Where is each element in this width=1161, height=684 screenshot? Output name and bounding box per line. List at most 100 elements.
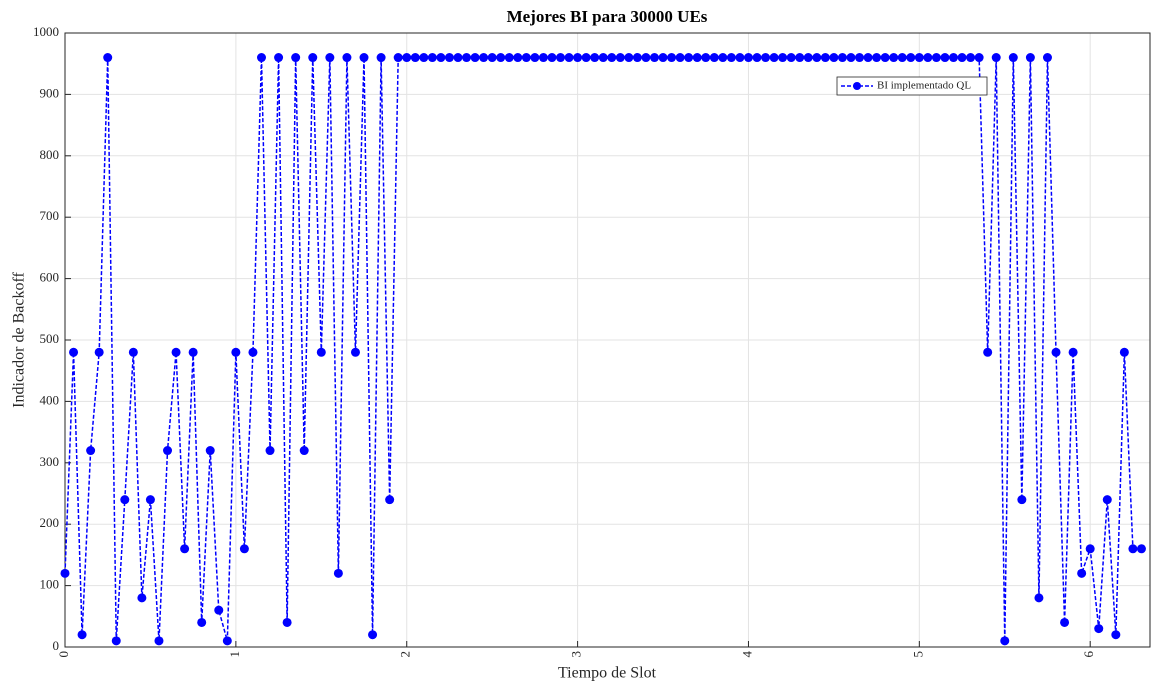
data-point: [308, 53, 318, 63]
data-point: [897, 53, 907, 63]
data-point: [598, 53, 608, 63]
data-point: [1111, 630, 1121, 640]
data-point: [966, 53, 976, 63]
data-point: [795, 53, 805, 63]
data-point: [743, 53, 753, 63]
data-point: [299, 446, 309, 456]
data-point: [60, 568, 70, 578]
plot-frame: [64, 32, 1151, 648]
data-point: [120, 495, 130, 505]
y-tick-label: 1000: [33, 24, 59, 39]
data-point: [709, 53, 719, 63]
y-axis-label: Indicador de Backoff: [11, 272, 28, 408]
data-point: [256, 53, 266, 63]
data-point: [385, 495, 395, 505]
data-point: [453, 53, 463, 63]
y-tick-label: 800: [40, 147, 60, 162]
data-point: [214, 605, 224, 615]
data-point: [855, 53, 865, 63]
y-tick-label: 900: [40, 85, 60, 100]
y-tick-label: 600: [40, 270, 60, 285]
data-point: [103, 53, 113, 63]
data-point: [444, 53, 454, 63]
data-point: [1094, 624, 1104, 634]
x-tick-label: 0: [56, 651, 71, 658]
data-point: [350, 347, 360, 357]
data-point: [573, 53, 583, 63]
data-point: [427, 53, 437, 63]
data-point: [171, 347, 181, 357]
data-point: [462, 53, 472, 63]
legend-box: [836, 76, 988, 96]
data-point: [197, 617, 207, 627]
data-point: [949, 53, 959, 63]
data-point: [231, 347, 241, 357]
data-point: [778, 53, 788, 63]
data-point: [957, 53, 967, 63]
data-point: [931, 53, 941, 63]
data-point: [872, 53, 882, 63]
data-point: [496, 53, 506, 63]
data-point: [906, 53, 916, 63]
legend-marker: [853, 82, 861, 90]
data-point: [402, 53, 412, 63]
x-tick-label: 5: [910, 651, 925, 658]
data-point: [274, 53, 284, 63]
data-point: [803, 53, 813, 63]
y-tick-label: 100: [40, 577, 60, 592]
data-point: [1128, 544, 1138, 554]
data-point: [556, 53, 566, 63]
data-point: [1068, 347, 1078, 357]
data-point: [282, 617, 292, 627]
data-point: [188, 347, 198, 357]
data-point: [581, 53, 591, 63]
data-point: [222, 636, 232, 646]
data-point: [701, 53, 711, 63]
data-point: [752, 53, 762, 63]
data-point: [718, 53, 728, 63]
y-tick-label: 700: [40, 208, 60, 223]
data-point: [368, 630, 378, 640]
data-point: [291, 53, 301, 63]
data-point: [692, 53, 702, 63]
x-axis-label: Tiempo de Slot: [558, 665, 657, 682]
data-point: [1025, 53, 1035, 63]
data-point: [914, 53, 924, 63]
data-point: [145, 495, 155, 505]
data-point: [248, 347, 258, 357]
data-point: [1060, 617, 1070, 627]
data-point: [786, 53, 796, 63]
x-tick-label: 3: [569, 651, 584, 658]
data-point: [649, 53, 659, 63]
data-point: [470, 53, 480, 63]
data-point: [761, 53, 771, 63]
data-point: [265, 446, 275, 456]
data-point: [1017, 495, 1027, 505]
data-point: [667, 53, 677, 63]
data-point: [393, 53, 403, 63]
data-point: [521, 53, 531, 63]
data-point: [487, 53, 497, 63]
data-point: [889, 53, 899, 63]
data-point: [658, 53, 668, 63]
data-point: [769, 53, 779, 63]
data-point: [325, 53, 335, 63]
data-point: [239, 544, 249, 554]
data-point: [974, 53, 984, 63]
data-point: [530, 53, 540, 63]
data-point: [111, 636, 121, 646]
data-point: [641, 53, 651, 63]
data-point: [726, 53, 736, 63]
data-point: [94, 347, 104, 357]
data-point: [675, 53, 685, 63]
x-tick-label: 6: [1081, 651, 1096, 658]
data-point: [1034, 593, 1044, 603]
y-tick-label: 500: [40, 331, 60, 346]
data-point: [137, 593, 147, 603]
data-point: [837, 53, 847, 63]
data-point: [1077, 568, 1087, 578]
y-tick-label: 0: [53, 638, 60, 653]
data-point: [1008, 53, 1018, 63]
